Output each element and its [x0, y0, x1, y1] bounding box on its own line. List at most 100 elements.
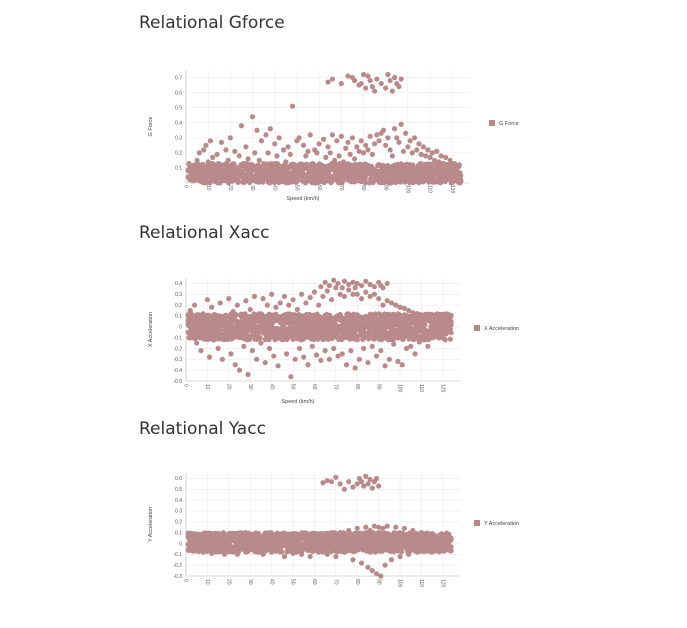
data-point	[311, 534, 318, 540]
data-point	[341, 549, 348, 555]
data-point	[440, 543, 446, 549]
data-point	[187, 172, 194, 179]
data-point	[239, 314, 245, 320]
data-point	[266, 174, 272, 180]
data-point	[234, 302, 240, 308]
data-point	[251, 293, 258, 300]
data-point	[316, 302, 322, 308]
x-tick-label: 70	[333, 384, 339, 390]
data-point	[305, 362, 311, 368]
y-tick-label: 0.3	[175, 136, 182, 142]
x-tick-label: 100	[397, 579, 403, 588]
data-point	[358, 296, 365, 302]
data-point	[320, 480, 326, 486]
y-tick-label: -0.1	[173, 552, 182, 558]
data-point	[448, 330, 454, 336]
data-point	[258, 340, 264, 346]
data-point	[360, 71, 367, 78]
legend-swatch	[474, 520, 480, 526]
data-point	[320, 532, 326, 538]
data-point	[356, 148, 362, 154]
data-point	[332, 157, 338, 163]
data-point	[407, 138, 413, 144]
data-point	[400, 148, 407, 154]
data-point	[414, 311, 420, 317]
series-points	[187, 473, 450, 579]
data-point	[296, 345, 303, 352]
y-axis-label: X Acceleration	[148, 312, 154, 347]
data-point	[345, 139, 351, 145]
data-point	[335, 353, 341, 359]
data-point	[352, 285, 358, 291]
data-point	[369, 343, 375, 349]
data-point	[209, 550, 215, 556]
data-point	[326, 356, 333, 362]
x-axis-label: Speed (km/h)	[281, 399, 314, 405]
data-point	[365, 564, 371, 570]
y-tick-label: 0	[179, 541, 182, 547]
data-point	[446, 531, 452, 538]
data-point	[241, 160, 247, 167]
data-point	[354, 144, 360, 150]
data-point	[458, 177, 464, 183]
data-point	[352, 365, 358, 371]
data-point	[371, 523, 377, 529]
y-tick-label: 0.2	[175, 520, 182, 526]
data-point	[194, 340, 200, 346]
point-cloud	[185, 311, 454, 343]
data-point	[365, 147, 371, 153]
data-point	[284, 351, 290, 357]
data-point	[243, 144, 249, 150]
yacc-chart: -0.3 -0.2 -0.1 0 0.1 0.2 0.3 0.4 0.5 0.6 0 10 20 30 40…	[148, 473, 519, 588]
data-point	[294, 306, 300, 313]
data-point	[324, 477, 330, 484]
data-point	[307, 294, 313, 301]
data-point	[303, 535, 309, 541]
data-point	[252, 150, 258, 156]
data-point	[221, 530, 227, 537]
x-tick-label: 120	[440, 384, 446, 393]
data-point	[322, 348, 328, 354]
data-point	[247, 169, 253, 176]
data-point	[346, 287, 352, 293]
data-point	[260, 296, 266, 302]
data-point	[350, 279, 356, 285]
data-point	[373, 475, 380, 482]
data-point	[314, 150, 320, 156]
data-point	[363, 473, 369, 479]
y-tick-label: 0.4	[175, 281, 182, 287]
data-point	[204, 546, 211, 552]
data-point	[273, 540, 279, 547]
y-tick-label: -0.3	[173, 574, 182, 580]
data-point	[224, 332, 230, 339]
data-point	[358, 560, 365, 566]
data-point	[356, 356, 362, 362]
data-point	[387, 147, 393, 153]
data-point	[389, 88, 395, 94]
data-point	[367, 293, 373, 300]
data-point	[448, 536, 454, 542]
data-point	[350, 291, 356, 297]
data-point	[214, 151, 220, 157]
chart-title-xacc: Relational Xacc	[139, 223, 270, 243]
data-point	[323, 154, 329, 160]
data-point	[333, 285, 339, 291]
y-tick-label: -0.2	[173, 563, 182, 569]
y-tick-label: -0.1	[173, 335, 182, 341]
data-point	[406, 307, 412, 314]
x-tick-label: 0	[183, 185, 189, 188]
data-point	[275, 363, 281, 369]
data-point	[251, 548, 258, 554]
x-tick-label: 110	[418, 579, 424, 587]
data-point	[307, 553, 313, 560]
data-point	[435, 316, 442, 322]
data-point	[243, 330, 250, 337]
data-point	[349, 135, 356, 141]
data-point	[385, 135, 391, 141]
data-point	[235, 177, 241, 184]
data-point	[387, 77, 393, 84]
data-point	[187, 545, 193, 551]
data-point	[205, 159, 211, 165]
data-point	[369, 567, 375, 574]
data-point	[340, 159, 347, 165]
